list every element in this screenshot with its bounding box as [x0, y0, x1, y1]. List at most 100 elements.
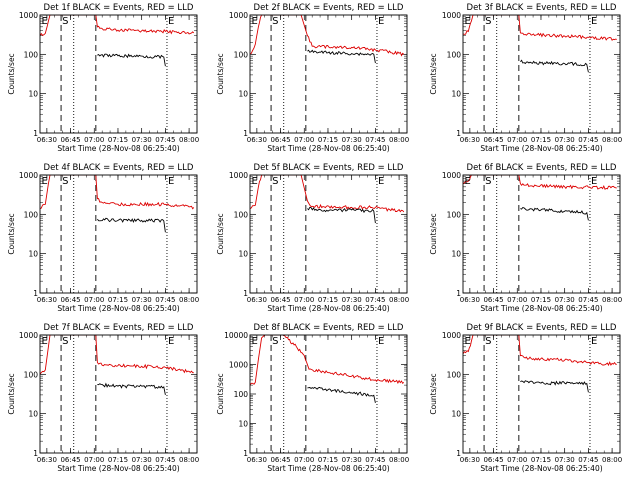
x-tick-label: 07:15: [531, 456, 551, 464]
x-tick-label: 06:45: [60, 136, 80, 144]
x-tick-label: 08:00: [179, 296, 199, 304]
events-series-line: [307, 386, 376, 403]
y-tick-label: 1000: [442, 331, 461, 340]
plot-frame: [249, 174, 408, 294]
time-marker-label: E: [168, 16, 174, 27]
x-tick-label: 07:30: [555, 456, 575, 464]
x-tick-label: 07:30: [555, 136, 575, 144]
panel-title: Det 1f BLACK = Events, RED = LLD: [44, 3, 194, 13]
plot-frame: [249, 334, 408, 454]
x-tick-label: 07:15: [531, 136, 551, 144]
time-marker-label: E: [591, 16, 597, 27]
panel-8: Det 8f BLACK = Events, RED = LLD 1 10 100 10…: [216, 323, 409, 473]
panel-title: Det 2f BLACK = Events, RED = LLD: [254, 3, 404, 13]
time-marker-label: E: [252, 176, 258, 187]
time-marker-label: E: [591, 176, 597, 187]
y-tick-label: 10: [238, 250, 248, 259]
x-tick-label: 07:00: [294, 456, 314, 464]
panel-title: Det 8f BLACK = Events, RED = LLD: [254, 323, 404, 333]
series-group: [463, 15, 617, 73]
x-tick-label: 08:00: [389, 296, 409, 304]
x-tick-label: 07:00: [294, 136, 314, 144]
time-marker-label: E: [465, 176, 471, 187]
series-group: [250, 15, 405, 64]
plot-frame: [39, 14, 198, 134]
y-tick-label: 10: [238, 420, 248, 429]
events-series-line: [97, 217, 166, 233]
panel-7: Det 7f BLACK = Events, RED = LLD 1 10 100 10…: [7, 323, 199, 473]
x-tick-label: 07:30: [342, 136, 362, 144]
x-tick-label: 07:30: [342, 456, 362, 464]
y-tick-label: 1: [243, 129, 248, 138]
y-tick-label: 10: [28, 250, 38, 259]
series-group: [40, 175, 195, 233]
y-tick-label: 100: [447, 370, 462, 379]
time-marker-label: E: [42, 336, 48, 347]
plot-frame: [39, 174, 198, 294]
series-group: [463, 175, 617, 221]
y-tick-label: 1000: [229, 361, 248, 370]
x-tick-label: 06:30: [247, 296, 267, 304]
series-group: [40, 335, 194, 395]
lld-series-line: [250, 175, 405, 213]
plot-frame: [39, 334, 198, 454]
x-tick-label: 07:15: [318, 296, 338, 304]
time-marker-label: S: [485, 16, 491, 27]
x-tick-label: 07:00: [507, 456, 527, 464]
y-tick-label: 1: [33, 289, 38, 298]
lld-series-line: [40, 15, 195, 36]
x-tick-label: 07:45: [578, 456, 598, 464]
y-tick-label: 1000: [442, 171, 461, 180]
y-axis-title: Counts/sec: [216, 373, 225, 414]
panel-4: Det 4f BLACK = Events, RED = LLD 1 10 100 10…: [7, 163, 199, 313]
events-series-line: [307, 49, 376, 64]
series-group: [250, 335, 405, 403]
x-tick-label: 06:30: [37, 456, 57, 464]
x-tick-label: 06:45: [60, 456, 80, 464]
time-marker-label: S: [272, 336, 278, 347]
x-tick-label: 08:00: [602, 136, 622, 144]
events-series-line: [97, 382, 166, 395]
y-tick-label: 10: [238, 90, 248, 99]
y-tick-label: 100: [24, 370, 39, 379]
lld-series-line: [250, 335, 405, 386]
x-axis-title: Start Time (28-Nov-08 06:25:40): [57, 464, 179, 473]
x-tick-label: 07:45: [155, 296, 175, 304]
lld-series-line: [40, 175, 195, 210]
events-series-line: [520, 380, 589, 393]
x-tick-label: 07:15: [108, 296, 128, 304]
x-axis-title: Start Time (28-Nov-08 06:25:40): [267, 144, 389, 153]
time-marker-label: E: [168, 176, 174, 187]
x-axis-title: Start Time (28-Nov-08 06:25:40): [480, 304, 602, 313]
x-tick-label: 07:45: [155, 456, 175, 464]
time-marker-label: E: [42, 16, 48, 27]
x-tick-label: 06:30: [460, 296, 480, 304]
x-tick-label: 07:45: [365, 136, 385, 144]
panel-title: Det 3f BLACK = Events, RED = LLD: [467, 3, 617, 13]
x-tick-label: 06:30: [460, 456, 480, 464]
time-marker-label: E: [168, 336, 174, 347]
panel-6: Det 6f BLACK = Events, RED = LLD 1 10 100 10…: [429, 163, 622, 313]
y-axis-title: Counts/sec: [7, 373, 16, 414]
y-tick-label: 1000: [19, 171, 38, 180]
x-tick-label: 07:45: [365, 456, 385, 464]
x-tick-label: 07:45: [578, 296, 598, 304]
y-tick-label: 10: [28, 410, 38, 419]
y-tick-label: 1: [456, 449, 461, 458]
y-axis-title: Counts/sec: [7, 53, 16, 94]
time-marker-label: S: [62, 336, 68, 347]
time-marker-label: E: [378, 16, 384, 27]
plot-frame: [462, 174, 621, 294]
y-tick-label: 1: [456, 129, 461, 138]
series-group: [463, 335, 617, 393]
panel-5: Det 5f BLACK = Events, RED = LLD 1 10 100 10…: [216, 163, 409, 313]
panel-title: Det 5f BLACK = Events, RED = LLD: [254, 163, 404, 173]
x-tick-label: 06:30: [247, 456, 267, 464]
y-tick-label: 10: [451, 410, 461, 419]
time-marker-label: S: [485, 176, 491, 187]
x-tick-label: 06:45: [270, 136, 290, 144]
x-tick-label: 06:45: [270, 296, 290, 304]
x-tick-label: 06:30: [37, 296, 57, 304]
lld-series-line: [463, 335, 617, 367]
x-tick-label: 06:30: [37, 136, 57, 144]
